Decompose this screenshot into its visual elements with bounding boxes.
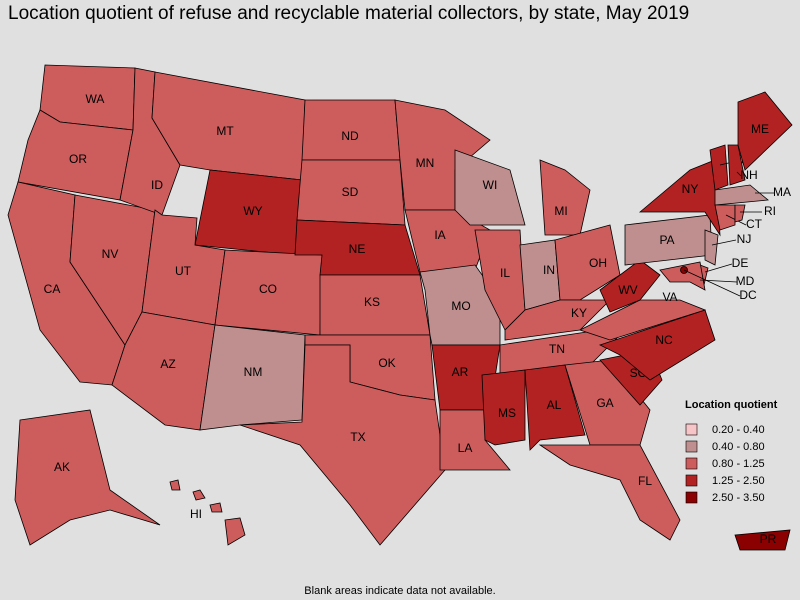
state-label: MT: [216, 124, 234, 138]
state-label: KS: [364, 295, 380, 309]
state-label: DE: [732, 256, 749, 270]
state-label: LA: [458, 441, 473, 455]
state-label: WV: [618, 283, 637, 297]
state: [714, 184, 769, 206]
state: [578, 299, 707, 341]
state-label: ME: [751, 122, 769, 136]
state: [709, 144, 729, 191]
state-label: CO: [259, 282, 277, 296]
state: [554, 224, 621, 301]
state-label: AZ: [160, 357, 175, 371]
state-label: AK: [54, 460, 70, 474]
legend-label: 0.40 - 0.80: [712, 441, 765, 453]
state-label: OH: [589, 256, 607, 270]
legend-label: 0.80 - 1.25: [712, 458, 765, 470]
state: [599, 259, 661, 313]
state-label: NY: [682, 182, 699, 196]
state-label: CT: [746, 217, 763, 231]
leader-line: [736, 171, 742, 177]
state-label: MA: [773, 185, 791, 199]
state-label: AL: [547, 398, 562, 412]
state: [727, 144, 746, 186]
state-label: TX: [350, 430, 365, 444]
state: [734, 529, 791, 551]
footnote: Blank areas indicate data not available.: [304, 585, 495, 597]
legend: Location quotient 0.20 - 0.40 0.40 - 0.80…: [685, 399, 778, 504]
state-label: NM: [244, 365, 263, 379]
state: [737, 91, 793, 171]
leader-line: [704, 263, 733, 273]
legend-swatch: [685, 440, 698, 453]
state: [14, 409, 161, 546]
legend-swatch: [685, 423, 698, 436]
state-label: RI: [764, 204, 776, 218]
state-label: OK: [378, 356, 395, 370]
legend-title: Location quotient: [685, 399, 778, 411]
legend-swatch: [685, 457, 698, 470]
state-label: PA: [659, 233, 674, 247]
legend-label: 0.20 - 0.40: [712, 424, 765, 436]
legend-label: 1.25 - 2.50: [712, 475, 765, 487]
state-label: NH: [740, 168, 757, 182]
state: [714, 204, 736, 231]
state-label: IA: [434, 228, 445, 242]
state-label: IL: [500, 266, 510, 280]
state: [539, 159, 591, 236]
state-label: VA: [662, 290, 677, 304]
state: [239, 344, 446, 546]
state-label: CA: [44, 282, 61, 296]
state-label: PR: [760, 532, 777, 546]
state: [524, 364, 586, 451]
state-label: TN: [549, 342, 565, 356]
state-label: SD: [342, 185, 359, 199]
state-label: MN: [416, 156, 435, 170]
legend-swatch: [685, 474, 698, 487]
state: [538, 444, 681, 541]
state-label: WY: [243, 204, 262, 218]
leader-line: [711, 239, 737, 246]
state: [169, 479, 246, 546]
state-label: GA: [596, 396, 613, 410]
state: [704, 229, 719, 266]
state-label: UT: [175, 264, 192, 278]
state: [504, 299, 611, 341]
legend-swatch: [685, 491, 698, 504]
state-label: MI: [554, 204, 567, 218]
state-label: AR: [452, 365, 469, 379]
leader-line: [683, 269, 741, 297]
state-label: NJ: [737, 232, 752, 246]
states: WA OR CA NV ID MT WY UT AZ CO NM ND SD NE KS OK TX MN IA MO…: [7, 64, 793, 551]
state: [454, 149, 526, 226]
state: [734, 204, 746, 223]
state-label: ND: [341, 129, 359, 143]
state-label: NE: [349, 242, 366, 256]
state-label: ID: [151, 178, 163, 192]
state-label: OR: [69, 152, 87, 166]
state-label: IN: [543, 263, 555, 277]
state-label: FL: [638, 474, 652, 488]
state: [199, 324, 306, 431]
state-label: KY: [571, 306, 587, 320]
state: [659, 261, 706, 291]
state-label: WA: [86, 92, 105, 106]
state-label: MO: [451, 299, 470, 313]
map-title: Location quotient of refuse and recyclab…: [8, 3, 689, 24]
state: [481, 369, 526, 446]
state-label: HI: [190, 507, 202, 521]
state-label: NV: [102, 247, 119, 261]
state: [439, 409, 511, 471]
state-label: DC: [739, 288, 757, 302]
legend-label: 2.50 - 3.50: [712, 492, 765, 504]
state-label: NC: [655, 333, 673, 347]
state-label: MS: [498, 406, 516, 420]
state-label: WI: [483, 178, 498, 192]
state-label: MD: [736, 274, 755, 288]
